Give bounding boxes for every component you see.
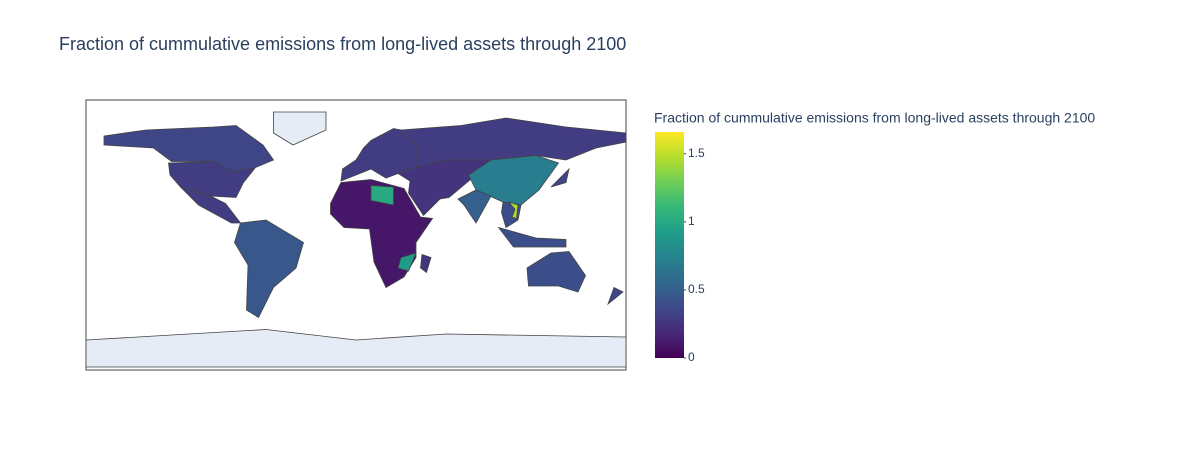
region [397, 252, 417, 272]
region [526, 251, 586, 293]
colorbar [655, 132, 684, 358]
region [497, 226, 567, 248]
region [370, 185, 394, 206]
region [457, 189, 492, 224]
colorbar-title: Fraction of cummulative emissions from l… [654, 110, 1095, 126]
region [168, 161, 257, 198]
region [507, 201, 519, 220]
map-layer [85, 111, 627, 368]
region [550, 167, 570, 188]
colorbar-tick-label: 0.5 [688, 282, 705, 296]
ice-land [85, 329, 627, 368]
region [607, 286, 624, 306]
region [234, 219, 304, 319]
colorbar-tick-label: 0 [688, 350, 695, 364]
region [420, 253, 432, 274]
region [397, 159, 492, 217]
colorbar-tick-label: 1.5 [688, 146, 705, 160]
colorbar-tick-label: 1 [688, 214, 695, 228]
chart-title: Fraction of cummulative emissions from l… [59, 34, 626, 54]
ice-land [273, 111, 327, 146]
